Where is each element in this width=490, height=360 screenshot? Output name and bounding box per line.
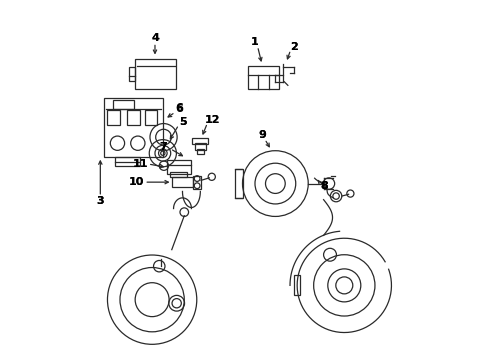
- Text: 11: 11: [133, 159, 148, 169]
- Text: 3: 3: [97, 197, 104, 206]
- Bar: [113, 100, 134, 109]
- Text: 2: 2: [290, 42, 297, 52]
- Text: 10: 10: [129, 177, 145, 187]
- Text: 1: 1: [251, 37, 259, 48]
- Text: 12: 12: [204, 115, 220, 125]
- Text: 7: 7: [160, 142, 168, 152]
- Text: 1: 1: [251, 37, 259, 48]
- Bar: [145, 111, 157, 125]
- Bar: [107, 111, 120, 125]
- Text: 12: 12: [204, 115, 220, 125]
- Bar: [171, 172, 188, 177]
- Bar: [294, 275, 300, 296]
- Text: 10: 10: [129, 177, 145, 187]
- Bar: [115, 157, 140, 166]
- Bar: [104, 98, 163, 157]
- Text: 6: 6: [175, 104, 183, 114]
- Text: 3: 3: [97, 197, 104, 206]
- Text: 4: 4: [151, 33, 159, 43]
- Text: 9: 9: [258, 130, 266, 140]
- Bar: [135, 59, 176, 89]
- Text: 2: 2: [290, 42, 297, 52]
- Text: 7: 7: [160, 142, 168, 152]
- Bar: [193, 176, 201, 189]
- Bar: [129, 67, 135, 81]
- Bar: [172, 177, 193, 187]
- Text: 5: 5: [179, 117, 187, 127]
- Bar: [168, 160, 191, 174]
- Text: 8: 8: [320, 181, 328, 191]
- Bar: [195, 143, 206, 150]
- Text: 4: 4: [151, 33, 159, 43]
- Text: 8: 8: [320, 181, 328, 191]
- Bar: [127, 111, 140, 125]
- Bar: [197, 149, 204, 154]
- Bar: [248, 66, 279, 89]
- Text: 11: 11: [133, 159, 148, 169]
- Bar: [193, 138, 208, 144]
- Text: 6: 6: [175, 103, 183, 113]
- Text: 5: 5: [179, 117, 187, 127]
- Text: 9: 9: [258, 130, 266, 140]
- Bar: [235, 169, 243, 198]
